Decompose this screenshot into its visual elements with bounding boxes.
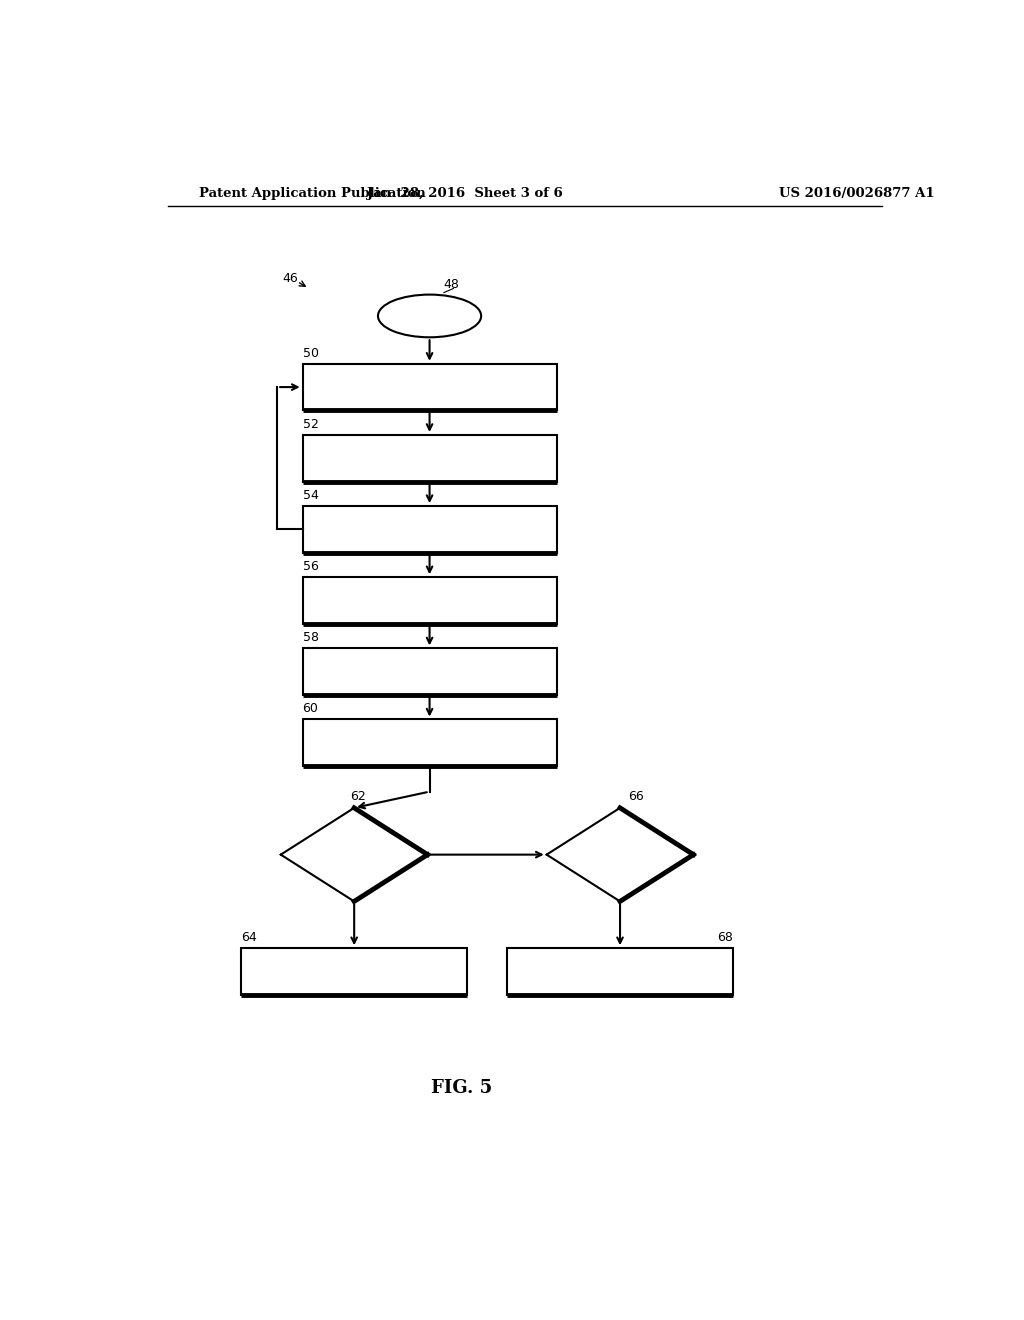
Text: 54: 54 [303,488,318,502]
Text: 58: 58 [303,631,318,644]
Bar [241,948,467,995]
Bar [303,719,557,766]
Bar [303,506,557,553]
Bar [303,577,557,624]
Text: FIG. 5: FIG. 5 [431,1080,492,1097]
Bar [507,948,733,995]
Text: Jan. 28, 2016  Sheet 3 of 6: Jan. 28, 2016 Sheet 3 of 6 [368,187,563,201]
Bar [303,648,557,696]
Text: 52: 52 [303,418,318,430]
Text: 56: 56 [303,560,318,573]
Text: 62: 62 [350,789,366,803]
Bar [303,434,557,482]
Text: 64: 64 [241,931,257,944]
Text: 46: 46 [283,272,299,285]
Text: 60: 60 [303,702,318,715]
Text: 50: 50 [303,347,318,359]
Text: 68: 68 [717,931,733,944]
Text: Patent Application Publication: Patent Application Publication [200,187,426,201]
Bar [303,364,557,411]
Text: 66: 66 [628,789,644,803]
Text: 48: 48 [443,277,460,290]
Text: US 2016/0026877 A1: US 2016/0026877 A1 [778,187,934,201]
